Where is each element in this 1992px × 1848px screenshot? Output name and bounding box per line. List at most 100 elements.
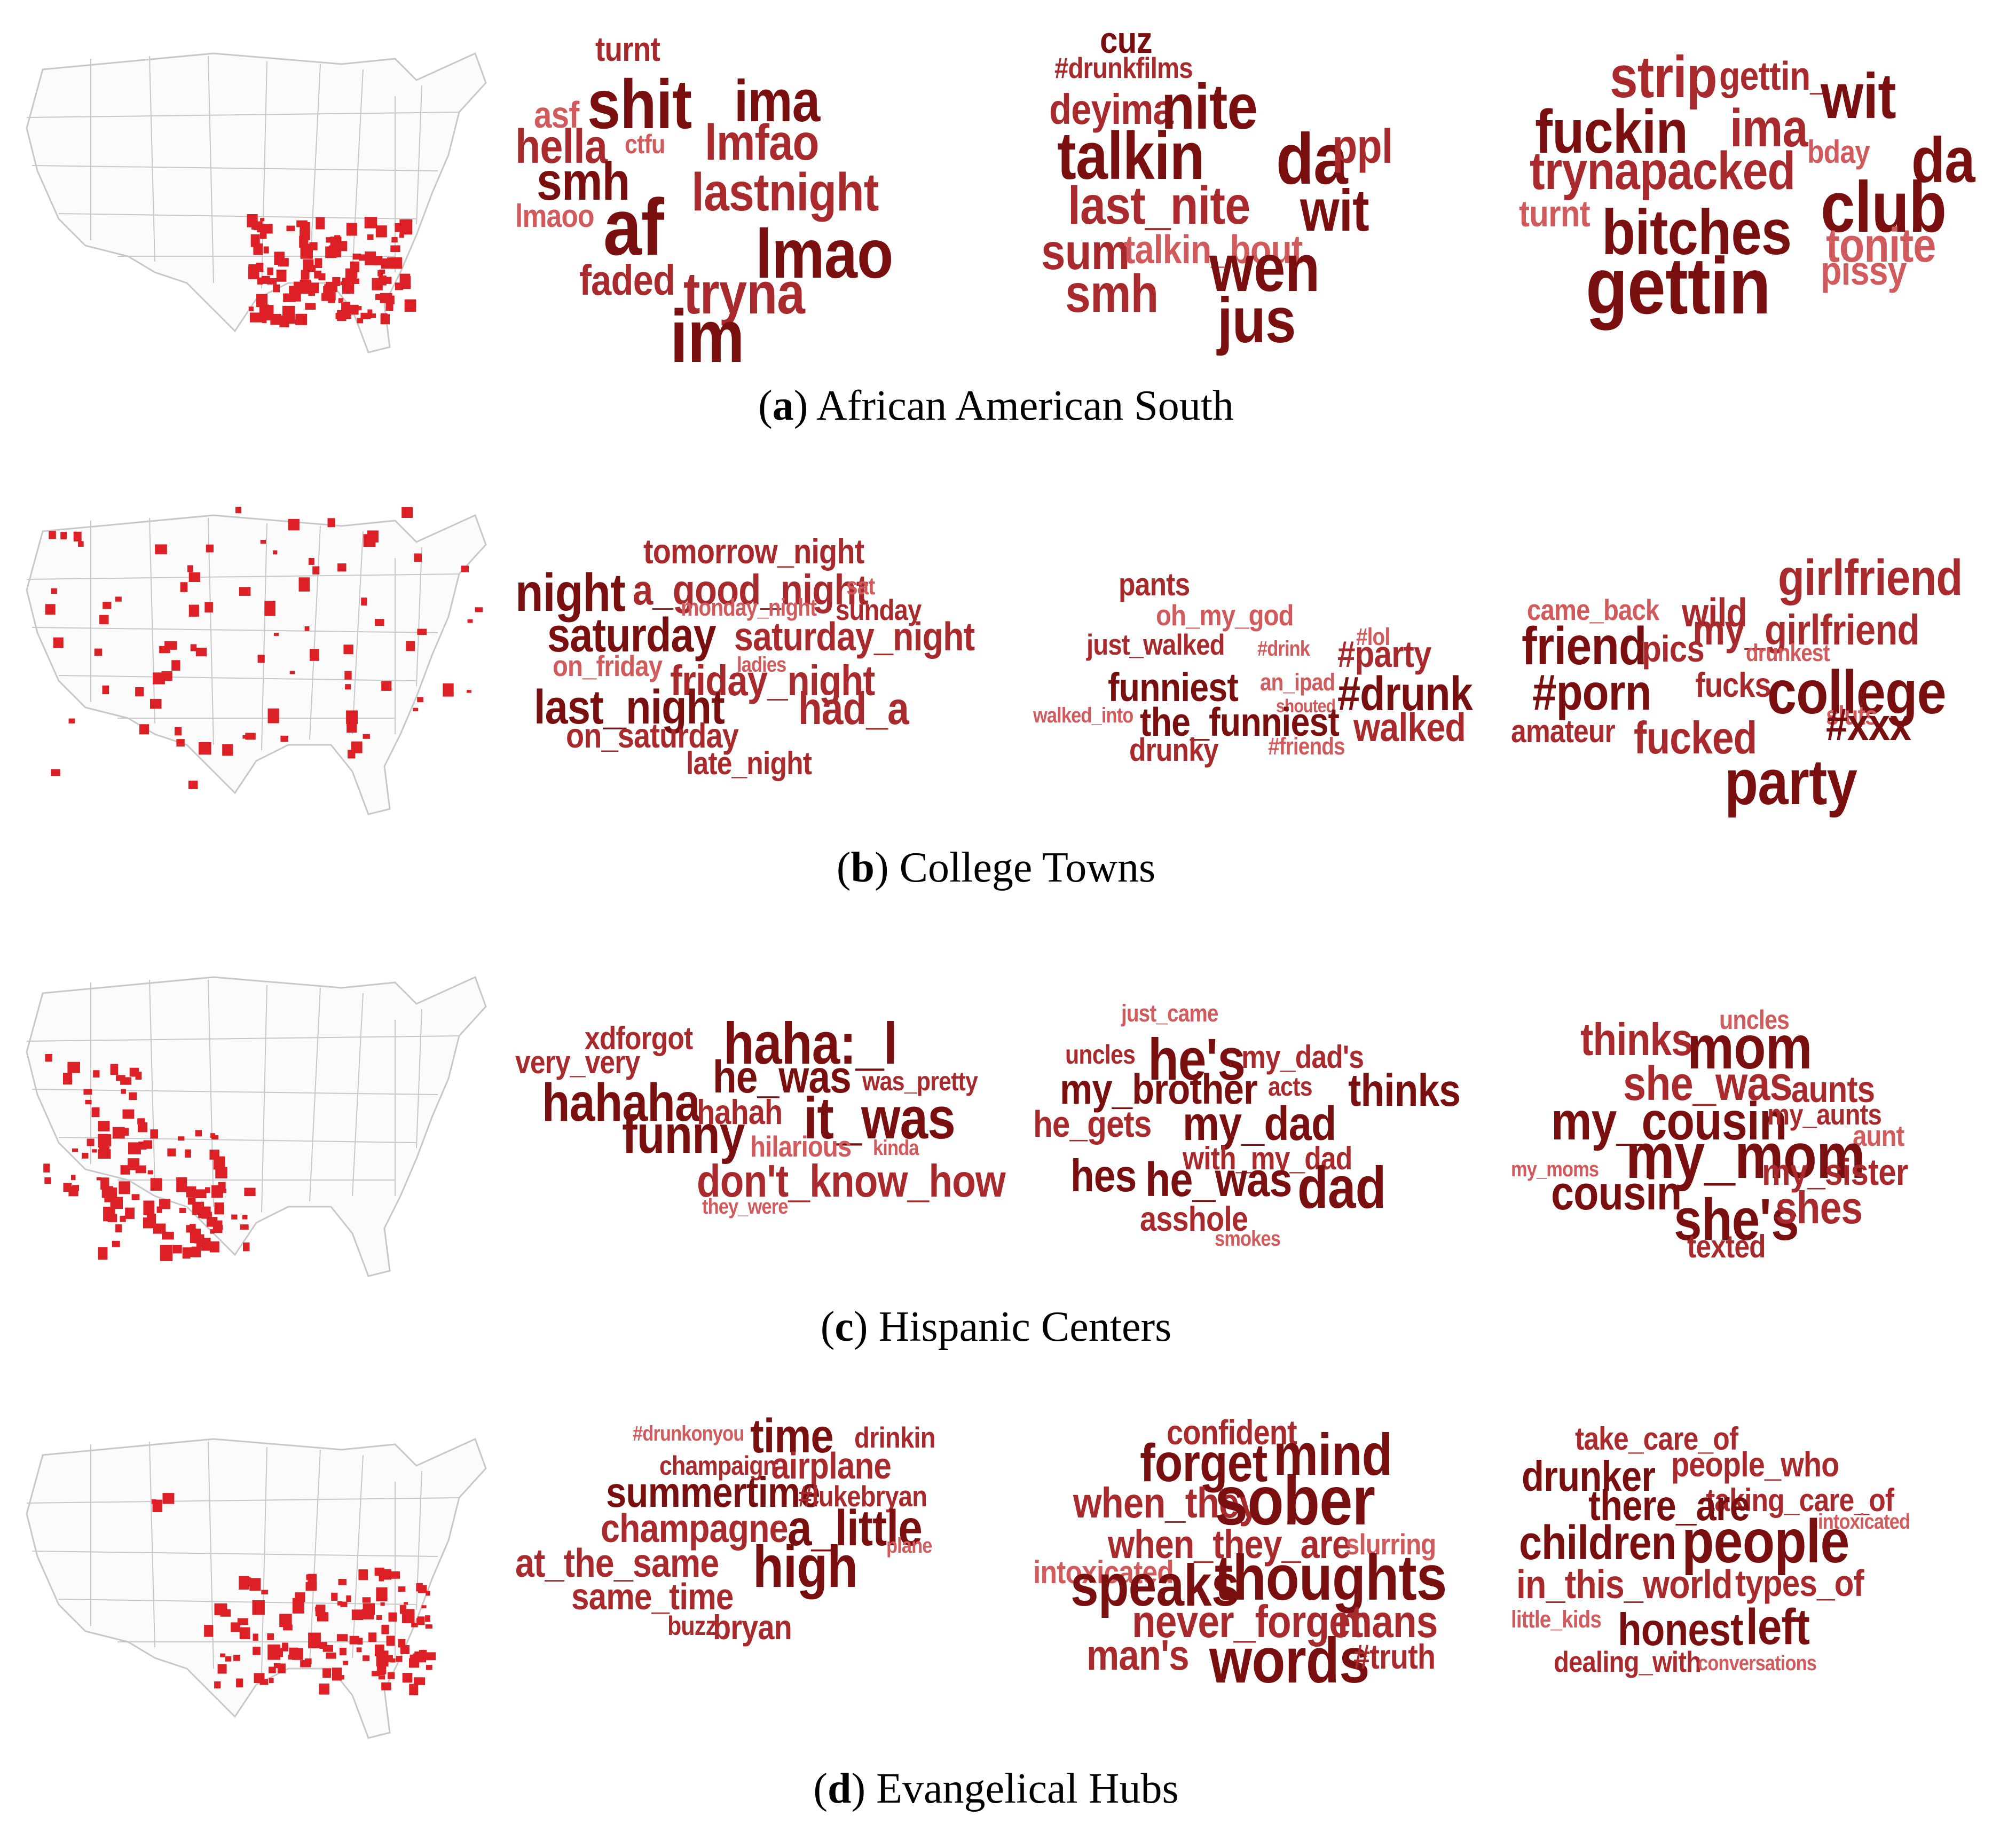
highlighted-county	[102, 685, 109, 695]
highlighted-county	[243, 1577, 251, 1587]
highlighted-county	[376, 1650, 389, 1667]
cloud-word: in_this_world	[1516, 1562, 1733, 1607]
highlighted-county	[129, 1092, 137, 1100]
highlighted-county	[51, 588, 57, 594]
highlighted-county	[378, 1675, 385, 1680]
state-border	[32, 165, 438, 171]
cloud-word: champagne	[601, 1506, 789, 1551]
cloud-word: bday	[1807, 134, 1870, 170]
state-border	[26, 1035, 460, 1042]
highlighted-county	[263, 246, 269, 254]
highlighted-county	[204, 602, 213, 612]
highlighted-county	[204, 1625, 214, 1637]
caption-letter: d	[828, 1765, 852, 1812]
highlighted-county	[233, 1655, 240, 1661]
state-border	[309, 64, 321, 278]
cloud-word: saturday_night	[734, 614, 975, 659]
highlighted-county	[122, 1109, 135, 1119]
cloud-word: texted	[1687, 1229, 1766, 1264]
highlighted-county	[267, 1644, 280, 1660]
highlighted-county	[236, 1678, 243, 1688]
highlighted-county	[278, 258, 289, 267]
highlighted-county	[273, 1663, 281, 1669]
highlighted-county	[388, 1672, 395, 1679]
word-cloud: xdforgot haha:_l very_very he_was was_pretty…	[515, 940, 1006, 1287]
highlighted-county	[176, 1177, 187, 1192]
cloud-word: sunday	[836, 593, 922, 626]
cloud-word: my_sister	[1762, 1151, 1908, 1193]
state-border	[26, 1497, 460, 1504]
cloud-word: xdforgot	[585, 1020, 693, 1056]
highlighted-county	[196, 1190, 202, 1196]
cloud-word: tomorrow_night	[643, 532, 864, 571]
cloud-word: ppl	[1332, 120, 1393, 174]
highlighted-county	[385, 302, 393, 311]
word-cloud: strip gettin_ wit fuckin ima trynapacked bday d…	[1511, 16, 1975, 363]
highlighted-county	[267, 1633, 274, 1640]
highlighted-county	[380, 1602, 385, 1606]
highlighted-county	[150, 1178, 162, 1191]
highlighted-county	[358, 1638, 363, 1645]
highlighted-county	[98, 1121, 110, 1131]
highlighted-county	[319, 1642, 327, 1649]
cloud-word: drunkest	[1746, 639, 1830, 666]
highlighted-county	[381, 1624, 389, 1634]
highlighted-county	[315, 1610, 321, 1616]
highlighted-county	[119, 1181, 130, 1194]
highlighted-county	[388, 1612, 397, 1622]
state-border	[149, 517, 155, 724]
highlighted-county	[328, 297, 335, 303]
highlighted-county	[337, 1601, 343, 1606]
highlighted-county	[211, 1135, 219, 1140]
highlighted-county	[426, 1665, 432, 1670]
highlighted-county	[180, 582, 188, 592]
highlighted-county	[315, 1607, 321, 1611]
us-county-map	[26, 1437, 487, 1739]
cloud-word: fuckin	[1535, 98, 1688, 166]
highlighted-county	[338, 298, 343, 303]
highlighted-county	[67, 1079, 73, 1083]
us-county-map	[26, 976, 487, 1277]
cloud-word: ima	[1730, 98, 1808, 158]
cloud-word: amateur	[1511, 713, 1616, 749]
highlighted-county	[381, 258, 393, 269]
word-cloud: girlfriend came_back wild my_girlfriend frie…	[1511, 478, 1963, 825]
state-border	[309, 525, 321, 740]
cloud-word: she_was	[1623, 1057, 1793, 1111]
caption-text: Evangelical Hubs	[876, 1765, 1179, 1812]
word-cloud: confident forget mind when_they sober when_th…	[1033, 1402, 1482, 1749]
highlighted-county	[337, 563, 347, 572]
us-outline	[26, 52, 487, 353]
highlighted-county	[356, 1647, 362, 1653]
cloud-word: children	[1519, 1516, 1676, 1570]
cloud-word: an_ipad	[1260, 669, 1335, 696]
highlighted-county	[306, 282, 319, 293]
highlighted-county	[115, 596, 122, 602]
cloud-word: my_girlfriend	[1692, 606, 1920, 654]
cloud-word: summertime	[606, 1468, 820, 1516]
highlighted-county	[242, 735, 248, 739]
highlighted-county	[99, 615, 109, 625]
cloud-word: mind	[1273, 1422, 1392, 1488]
highlighted-county	[240, 1224, 249, 1230]
cloud-word: buzz	[667, 1611, 717, 1641]
cloud-word: da	[1276, 119, 1348, 199]
cloud-word: deyima	[1049, 85, 1174, 133]
highlighted-county	[72, 1148, 78, 1152]
cloud-word: they_were	[702, 1195, 788, 1218]
cloud-word: thoughts	[1215, 1542, 1447, 1614]
highlighted-county	[253, 1647, 261, 1655]
highlighted-county	[206, 1217, 218, 1227]
highlighted-county	[381, 1682, 391, 1690]
highlighted-county	[199, 742, 211, 755]
highlighted-county	[51, 769, 60, 776]
cloud-word: drunker	[1522, 1452, 1656, 1500]
highlighted-county	[307, 264, 316, 272]
highlighted-county	[326, 1652, 336, 1659]
cloud-word: lmfao	[705, 114, 819, 171]
highlighted-county	[280, 735, 288, 742]
cloud-word: #porn	[1532, 664, 1652, 721]
highlighted-county	[178, 1136, 185, 1141]
highlighted-county	[289, 1647, 298, 1658]
state-border	[261, 523, 267, 751]
